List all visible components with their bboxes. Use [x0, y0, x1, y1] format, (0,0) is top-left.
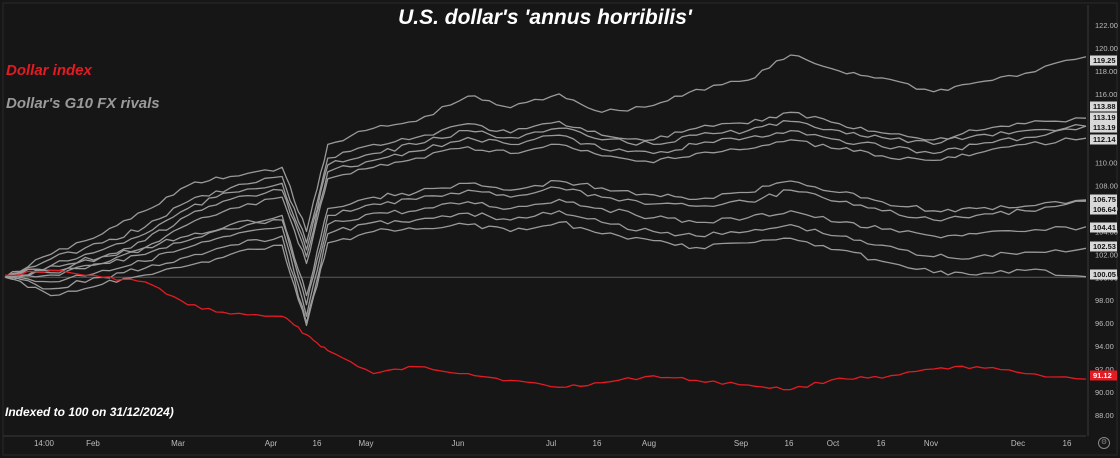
dollar-index-end-label: 91.12 [1093, 371, 1112, 380]
x-tick-label: Mar [171, 439, 185, 448]
end-value-badge [1090, 222, 1117, 233]
x-tick-label: 14:00 [34, 439, 55, 448]
x-tick-label: Jun [452, 439, 465, 448]
x-tick-label: 16 [877, 439, 886, 448]
y-tick-label: 92.00 [1095, 365, 1114, 374]
series-line-g10-7 [4, 186, 1086, 306]
end-value-badge [1090, 112, 1117, 123]
y-tick-label: 98.00 [1095, 296, 1114, 305]
x-tick-label: May [358, 439, 373, 448]
x-tick-label: Nov [924, 439, 938, 448]
index-note: Indexed to 100 on 31/12/2024) [5, 405, 174, 419]
end-value-badge [1090, 204, 1117, 215]
x-tick-label: 16 [313, 439, 322, 448]
end-value-badge [1090, 122, 1117, 133]
end-value-label: 106.64 [1093, 205, 1117, 214]
y-tick-label: 88.00 [1095, 411, 1114, 420]
end-value-label: 113.88 [1093, 102, 1116, 111]
y-tick-label: 120.00 [1095, 44, 1118, 53]
x-tick-label: 16 [1063, 439, 1072, 448]
series-line-g10-9 [4, 210, 1087, 324]
dollar-index-end-badge [1090, 370, 1117, 381]
end-value-label: 112.14 [1093, 135, 1116, 144]
x-tick-label: 16 [593, 439, 602, 448]
y-tick-label: 122.00 [1095, 21, 1118, 30]
series-line-g10-2 [4, 111, 1087, 278]
end-value-badge [1090, 55, 1117, 66]
x-tick-label: Apr [265, 439, 278, 448]
x-tick-label: Jul [546, 439, 556, 448]
y-tick-label: 116.00 [1095, 90, 1117, 99]
series-line-g10-4 [4, 125, 1087, 279]
y-tick-label: 108.00 [1095, 182, 1118, 191]
x-tick-label: Sep [734, 439, 749, 448]
series-line-g10-6 [4, 179, 1087, 297]
series-line-g10-1 [4, 54, 1087, 278]
x-tick-label: Dec [1011, 439, 1025, 448]
series-line-g10-5 [4, 137, 1087, 278]
y-tick-label: 96.00 [1095, 319, 1114, 328]
series-line-g10-8 [4, 198, 1087, 317]
y-tick-label: 110.00 [1095, 159, 1117, 168]
y-tick-label: 118.00 [1095, 67, 1117, 76]
end-value-badge [1090, 134, 1117, 145]
y-tick-label: 94.00 [1095, 342, 1114, 351]
series-line-dollar-index [4, 269, 1087, 391]
end-value-label: 113.19 [1093, 113, 1116, 122]
end-value-label: 102.53 [1093, 242, 1116, 251]
end-value-badge [1090, 269, 1117, 280]
chart-title: U.S. dollar's 'annus horribilis' [398, 6, 692, 29]
legend-g10-rivals: Dollar's G10 FX rivals [6, 95, 160, 112]
end-value-label: 119.25 [1093, 56, 1116, 65]
end-value-label: 113.19 [1093, 123, 1116, 132]
series-line-g10-3 [4, 120, 1087, 278]
chart-settings-icon[interactable]: ⚙ [1098, 437, 1110, 449]
end-value-label: 106.75 [1093, 195, 1116, 204]
y-tick-label: 90.00 [1095, 388, 1114, 397]
x-tick-label: Feb [86, 439, 100, 448]
end-value-badge [1090, 194, 1117, 205]
end-value-badge [1090, 241, 1117, 252]
x-tick-label: Oct [827, 439, 840, 448]
x-tick-label: 16 [785, 439, 794, 448]
end-value-badge [1090, 101, 1117, 112]
legend-dollar-index: Dollar index [6, 62, 92, 79]
end-value-label: 104.41 [1093, 223, 1116, 232]
series-line-g10-10 [4, 221, 1087, 327]
end-value-label: 100.05 [1093, 270, 1116, 279]
x-tick-label: Aug [642, 439, 656, 448]
y-tick-label: 102.00 [1095, 250, 1118, 259]
